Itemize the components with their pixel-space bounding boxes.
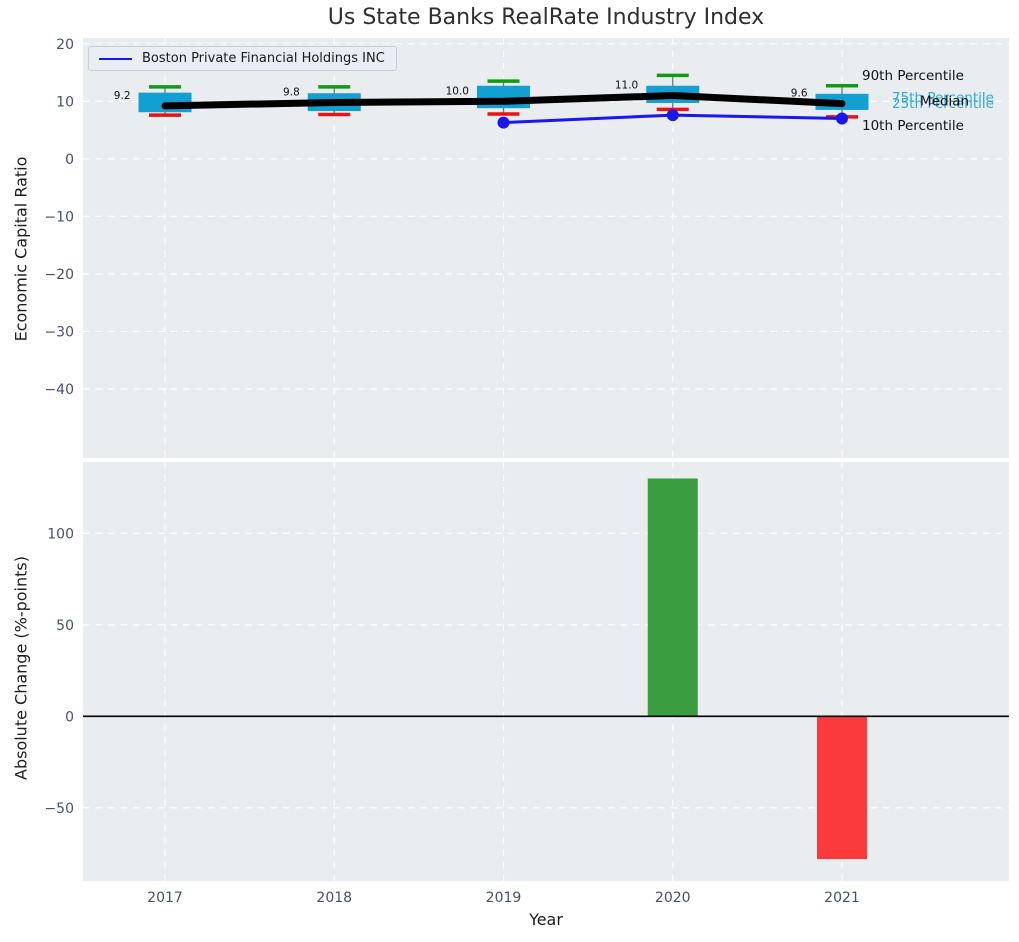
company-point-2019 (497, 116, 510, 129)
legend-label: Boston Private Financial Holdings INC (142, 51, 385, 66)
y-tick-label-bottom-0: 0 (65, 709, 74, 725)
x-axis-label: Year (529, 910, 563, 929)
bottom-axes-background (83, 462, 1009, 881)
annotation-90th-percentile: 90th Percentile (862, 68, 964, 84)
y-tick-label-bottom-50: 50 (56, 618, 74, 634)
y-tick-label-top-10: 10 (56, 94, 74, 110)
median-line (161, 92, 846, 110)
bar-2021 (817, 716, 867, 860)
y-tick-label-top-20: 20 (56, 37, 74, 53)
x-tick-label-2018: 2018 (316, 890, 352, 906)
legend-line-sample (99, 57, 132, 60)
median-value-label-2020: 11.0 (615, 80, 638, 92)
y-tick-label-top-0: 0 (65, 152, 74, 168)
x-tick-label-2021: 2021 (824, 890, 860, 906)
annotation-median: Median (920, 94, 969, 110)
company-point-2021 (836, 112, 848, 125)
y-tick-label-top--10: −10 (44, 209, 74, 225)
x-tick-label-2019: 2019 (486, 890, 522, 906)
y-tick-label-top--30: −30 (44, 324, 74, 340)
annotation-25th-percentile: 25th Percentile (892, 96, 994, 112)
y-tick-label-bottom-100: 100 (47, 526, 74, 542)
chart-title: Us State Banks RealRate Industry Index (327, 5, 765, 30)
bar-2020 (647, 478, 698, 717)
median-value-label-2018: 9.8 (283, 86, 300, 98)
x-tick-label-2017: 2017 (147, 890, 183, 906)
legend: Boston Private Financial Holdings INC (88, 46, 397, 71)
y-tick-label-top--20: −20 (44, 267, 74, 283)
x-tick-label-2020: 2020 (655, 890, 691, 906)
median-value-label-2019: 10.0 (446, 85, 469, 97)
median-value-label-2021: 9.6 (791, 88, 808, 100)
y-tick-label-bottom--50: −50 (44, 801, 74, 817)
y-tick-label-top--40: −40 (44, 382, 74, 398)
annotation-75th-percentile: 75th Percentile (892, 90, 994, 106)
median-value-label-2017: 9.2 (114, 90, 131, 102)
company-point-2020 (666, 109, 679, 122)
annotation-10th-percentile: 10th Percentile (862, 118, 964, 134)
